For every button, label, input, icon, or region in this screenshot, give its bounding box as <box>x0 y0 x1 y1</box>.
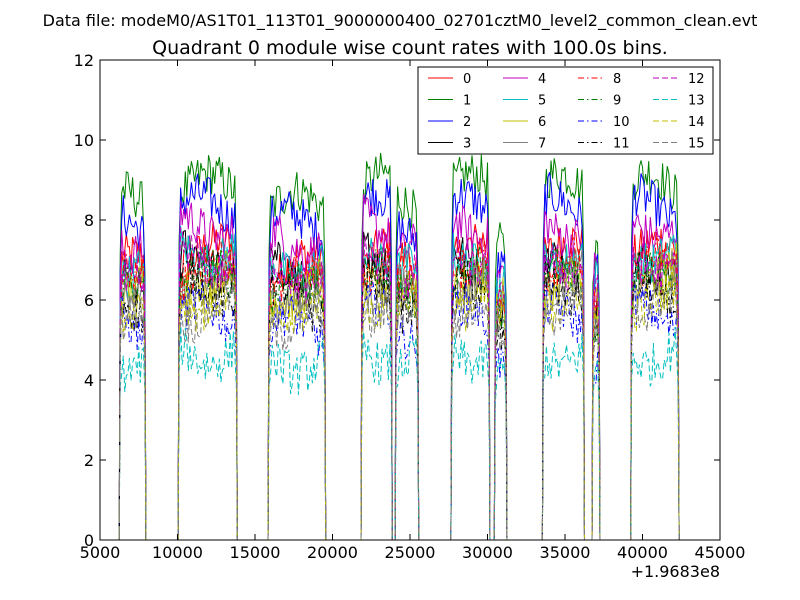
axis-ticks <box>99 59 721 541</box>
series-line-13 <box>118 322 680 541</box>
legend-label-14: 14 <box>688 115 705 130</box>
legend-label-9: 9 <box>613 94 621 109</box>
x-tick-label: 15000 <box>230 543 281 562</box>
legend-label-6: 6 <box>538 115 546 130</box>
legend-label-0: 0 <box>463 72 471 87</box>
legend-label-13: 13 <box>688 94 705 109</box>
x-offset-label: +1.9683e8 <box>631 562 720 581</box>
plot-lines <box>118 152 680 541</box>
y-tick-label: 8 <box>84 211 94 230</box>
legend-label-15: 15 <box>688 137 705 152</box>
x-tick-label: 35000 <box>540 543 591 562</box>
y-tick-label: 2 <box>84 451 94 470</box>
legend-label-5: 5 <box>538 94 546 109</box>
x-tick-label: 40000 <box>617 543 668 562</box>
legend-label-1: 1 <box>463 94 471 109</box>
y-tick-label: 0 <box>84 531 94 550</box>
legend-label-10: 10 <box>613 115 630 130</box>
chart-title: Quadrant 0 module wise count rates with … <box>152 37 668 59</box>
legend-label-11: 11 <box>613 137 630 152</box>
y-tick-label: 10 <box>74 131 94 150</box>
legend-label-2: 2 <box>463 115 471 130</box>
x-tick-label: 25000 <box>385 543 436 562</box>
x-tick-label: 10000 <box>152 543 203 562</box>
y-tick-label: 6 <box>84 291 94 310</box>
legend-label-12: 12 <box>688 72 705 87</box>
legend-box <box>417 66 714 155</box>
series-line-14 <box>118 266 680 541</box>
x-tick-label: 5000 <box>80 543 121 562</box>
series-line-2 <box>118 172 680 541</box>
legend-label-3: 3 <box>463 137 471 152</box>
x-tick-label: 20000 <box>307 543 358 562</box>
y-tick-label: 12 <box>74 51 94 70</box>
y-tick-label: 4 <box>84 371 94 390</box>
x-tick-label: 30000 <box>462 543 513 562</box>
suptitle: Data file: modeM0/AS1T01_113T01_90000004… <box>43 11 758 31</box>
legend-label-8: 8 <box>613 72 621 87</box>
series-line-12 <box>118 226 680 541</box>
x-tick-label: 45000 <box>695 543 746 562</box>
axis-tick-labels: 5000 10000 15000 20000 25000 30000 35000 40000 4… <box>74 51 746 562</box>
legend-label-4: 4 <box>538 72 546 87</box>
legend-label-7: 7 <box>538 137 546 152</box>
series-line-1 <box>118 152 680 541</box>
